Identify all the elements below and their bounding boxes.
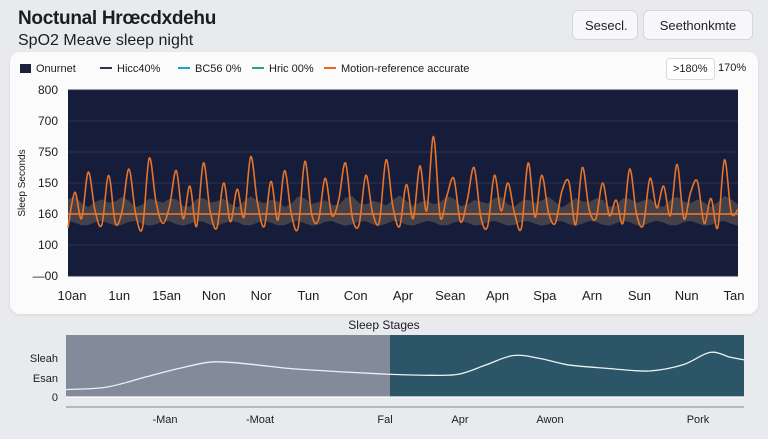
stage-y-tick-label: Sleah <box>30 353 58 365</box>
y-tick-label: 100 <box>38 238 58 252</box>
x-tick-label: Sean <box>435 288 465 303</box>
legend-swatch-line <box>324 67 336 69</box>
x-tick-label: Nor <box>251 288 273 303</box>
x-tick-label: Nun <box>675 288 699 303</box>
stage-series-line <box>65 351 745 391</box>
x-tick-label: Spa <box>533 288 557 303</box>
stage-x-tick-label: Pork <box>687 414 710 426</box>
stage-x-tick-label: -Man <box>152 414 177 426</box>
stage-x-tick-label: Fal <box>377 414 392 426</box>
legend-swatch-line <box>178 67 190 69</box>
legend-label: BC56 0% <box>195 63 242 75</box>
legend-label: Hicc40% <box>117 63 161 75</box>
x-tick-label: Apn <box>486 288 509 303</box>
legend-swatch-box <box>20 64 31 73</box>
y-tick-label: —00 <box>33 269 59 283</box>
legend-item-1[interactable]: Hicc40% <box>100 62 160 76</box>
stage-y-tick-label: Esan <box>33 373 58 385</box>
legend-swatch-line <box>252 67 264 69</box>
y-tick-label: 750 <box>38 145 58 159</box>
stages-title: Sleep Stages <box>348 318 420 332</box>
stage-y-tick-label: 0 <box>52 392 58 404</box>
x-tick-label: Sun <box>628 288 651 303</box>
stage-x-tick-label: Awon <box>536 414 563 426</box>
x-tick-label: 15an <box>152 288 181 303</box>
y-axis-label: Sleep Seconds <box>17 149 28 216</box>
y-tick-label: 160 <box>38 207 58 221</box>
y-tick-label: 150 <box>38 176 58 190</box>
settings-button[interactable]: Seethonkmte <box>643 10 753 40</box>
x-tick-label: Tun <box>297 288 319 303</box>
header: Noctunal Hrœcdxdehu SpO2 Meave sleep nig… <box>18 8 216 51</box>
x-tick-label: Arn <box>582 288 602 303</box>
stage-panel-left <box>66 335 390 397</box>
stage-x-tick-label: -Moat <box>246 414 274 426</box>
signal-series-line <box>67 135 739 232</box>
x-tick-label: Con <box>344 288 368 303</box>
legend-label: Onurnet <box>36 63 76 75</box>
x-tick-label: Tan <box>724 288 745 303</box>
y-tick-label: 700 <box>38 114 58 128</box>
legend-swatch-line <box>100 67 112 69</box>
percent-button-180[interactable]: >180% <box>666 58 715 80</box>
select-button[interactable]: Sesecl. <box>572 10 638 40</box>
stage-panel-right <box>390 335 744 397</box>
legend-item-3[interactable]: Hric 00% <box>252 62 314 76</box>
legend-item-4[interactable]: Motion-reference accurate <box>324 62 469 76</box>
legend-item-0[interactable]: Onurnet <box>20 62 76 76</box>
percent-button-170[interactable]: 170% <box>718 62 747 74</box>
x-tick-label: 10an <box>58 288 87 303</box>
legend-label: Hric 00% <box>269 63 314 75</box>
stage-x-tick-label: Apr <box>451 414 468 426</box>
x-tick-label: Non <box>202 288 226 303</box>
y-tick-label: 800 <box>38 83 58 97</box>
legend-item-2[interactable]: BC56 0% <box>178 62 241 76</box>
x-tick-label: Apr <box>393 288 414 303</box>
x-tick-label: 1un <box>108 288 130 303</box>
page-subtitle: SpO2 Meave sleep night <box>18 32 194 49</box>
legend-label: Motion-reference accurate <box>341 63 470 75</box>
page-title: Noctunal Hrœcdxdehu <box>18 8 217 29</box>
